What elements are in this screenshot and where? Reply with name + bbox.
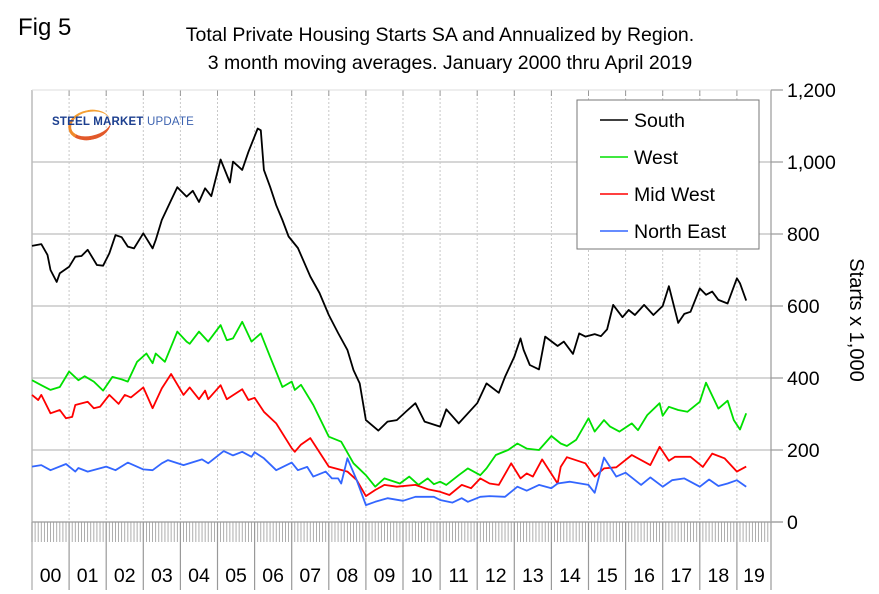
y-tick-label: 400	[787, 368, 820, 390]
x-tick-label: 06	[262, 565, 284, 587]
x-tick-label: 16	[633, 565, 655, 587]
x-tick-label: 05	[225, 565, 247, 587]
x-tick-label: 08	[336, 565, 358, 587]
x-tick-label: 11	[449, 565, 469, 587]
steel-market-update-logo: STEEL MARKET UPDATE	[52, 116, 194, 128]
logo-text-bold: STEEL MARKET	[52, 116, 144, 128]
series-line-north-east	[31, 450, 747, 506]
x-tick-label: 19	[743, 565, 765, 587]
y-tick-label: 1,000	[787, 152, 836, 174]
x-tick-label: 04	[188, 565, 210, 587]
x-tick-label: 03	[151, 565, 173, 587]
y-tick-label: 200	[787, 440, 820, 462]
x-tick-label: 01	[77, 565, 99, 587]
x-tick-label: 15	[596, 565, 618, 587]
x-tick-label: 12	[485, 565, 507, 587]
chart-title-line1: Total Private Housing Starts SA and Annu…	[185, 24, 695, 46]
legend: South West Mid West North East	[576, 99, 760, 250]
series-line-west	[31, 320, 748, 488]
series-line-south	[31, 127, 748, 432]
legend-label: South	[634, 110, 685, 132]
x-tick-label: 09	[374, 565, 396, 587]
y-tick-label: 800	[787, 224, 820, 246]
x-tick-label: 14	[559, 565, 581, 587]
x-tick-label: 18	[707, 565, 729, 587]
logo-text-light: UPDATE	[147, 116, 195, 128]
y-axis-label: Starts x 1,000	[845, 258, 867, 381]
legend-box	[576, 99, 760, 250]
x-tick-label: 13	[522, 565, 544, 587]
chart-title-line2: 3 month moving averages. January 2000 th…	[207, 52, 693, 74]
legend-label: North East	[634, 221, 727, 243]
legend-label: Mid West	[634, 184, 715, 206]
y-tick-label: 1,200	[787, 80, 836, 102]
legend-label: West	[634, 147, 679, 169]
figure-label: Fig 5	[18, 14, 72, 41]
x-tick-label: 17	[670, 565, 692, 587]
y-tick-label: 0	[787, 512, 798, 534]
x-tick-label: 07	[299, 565, 321, 587]
series-line-mid-west	[31, 373, 747, 497]
x-tick-label: 02	[114, 565, 136, 587]
x-tick-label: 00	[40, 565, 62, 587]
y-tick-label: 600	[787, 296, 820, 318]
x-tick-label: 10	[411, 565, 433, 587]
